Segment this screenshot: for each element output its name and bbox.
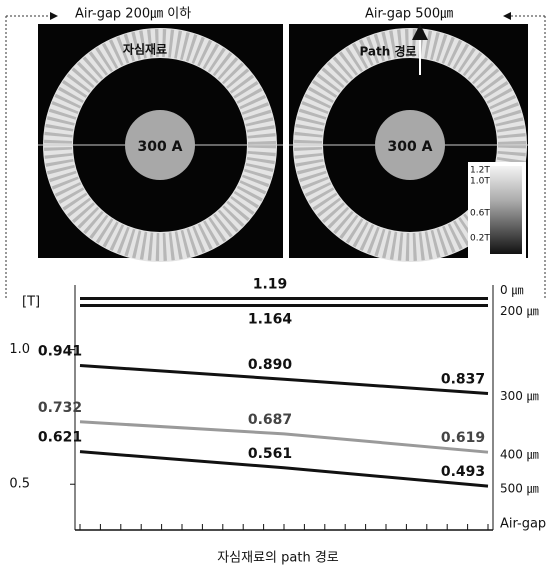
data-label: 1.19: [253, 276, 288, 292]
legend-entry: 300 ㎛: [500, 389, 539, 403]
y-axis-label: [T]: [22, 295, 40, 310]
colorbar-label: 1.2T: [470, 166, 490, 176]
figure: Air-gap 200㎛ 이하 Air-gap 500㎛ 300 A 자심재료 …: [0, 0, 552, 572]
y-tick-label: 1.0: [9, 342, 30, 357]
ring-label: Path 경로: [359, 45, 416, 59]
data-label: 0.941: [38, 344, 82, 360]
data-label: 0.493: [441, 464, 485, 480]
data-label: 0.837: [441, 372, 485, 388]
colorbar-label: 1.0T: [470, 177, 490, 187]
x-axis-label: 자심재료의 path 경로: [217, 551, 339, 566]
ring-label: 자심재료: [123, 42, 167, 57]
legend-entry: 400 ㎛: [500, 448, 539, 462]
colorbar-label: 0.6T: [470, 209, 490, 219]
data-label: 0.732: [38, 400, 82, 416]
colorbar-label: 0.2T: [470, 234, 490, 244]
center-label: 300 A: [388, 139, 433, 155]
panel-label: Air-gap 500㎛: [365, 7, 453, 22]
y-tick-label: 0.5: [9, 477, 30, 492]
data-label: 0.619: [441, 430, 485, 446]
data-label: 0.561: [248, 446, 292, 462]
data-label: 0.890: [248, 357, 293, 373]
field-panel: 300 A Path 경로 1.2T1.0T 0.6T 0.2T: [289, 24, 528, 258]
data-label: 1.164: [248, 311, 293, 327]
center-label: 300 A: [138, 139, 183, 155]
panel-label: Air-gap 200㎛ 이하: [75, 7, 191, 22]
legend-entry: 500 ㎛: [500, 482, 539, 496]
legend-title: Air-gap: [500, 517, 546, 532]
legend-entry: 200 ㎛: [500, 304, 539, 318]
data-label: 0.687: [248, 412, 292, 428]
field-panel: 300 A 자심재료: [38, 24, 283, 258]
data-label: 0.621: [38, 430, 82, 446]
legend-entry: 0 ㎛: [500, 283, 523, 297]
